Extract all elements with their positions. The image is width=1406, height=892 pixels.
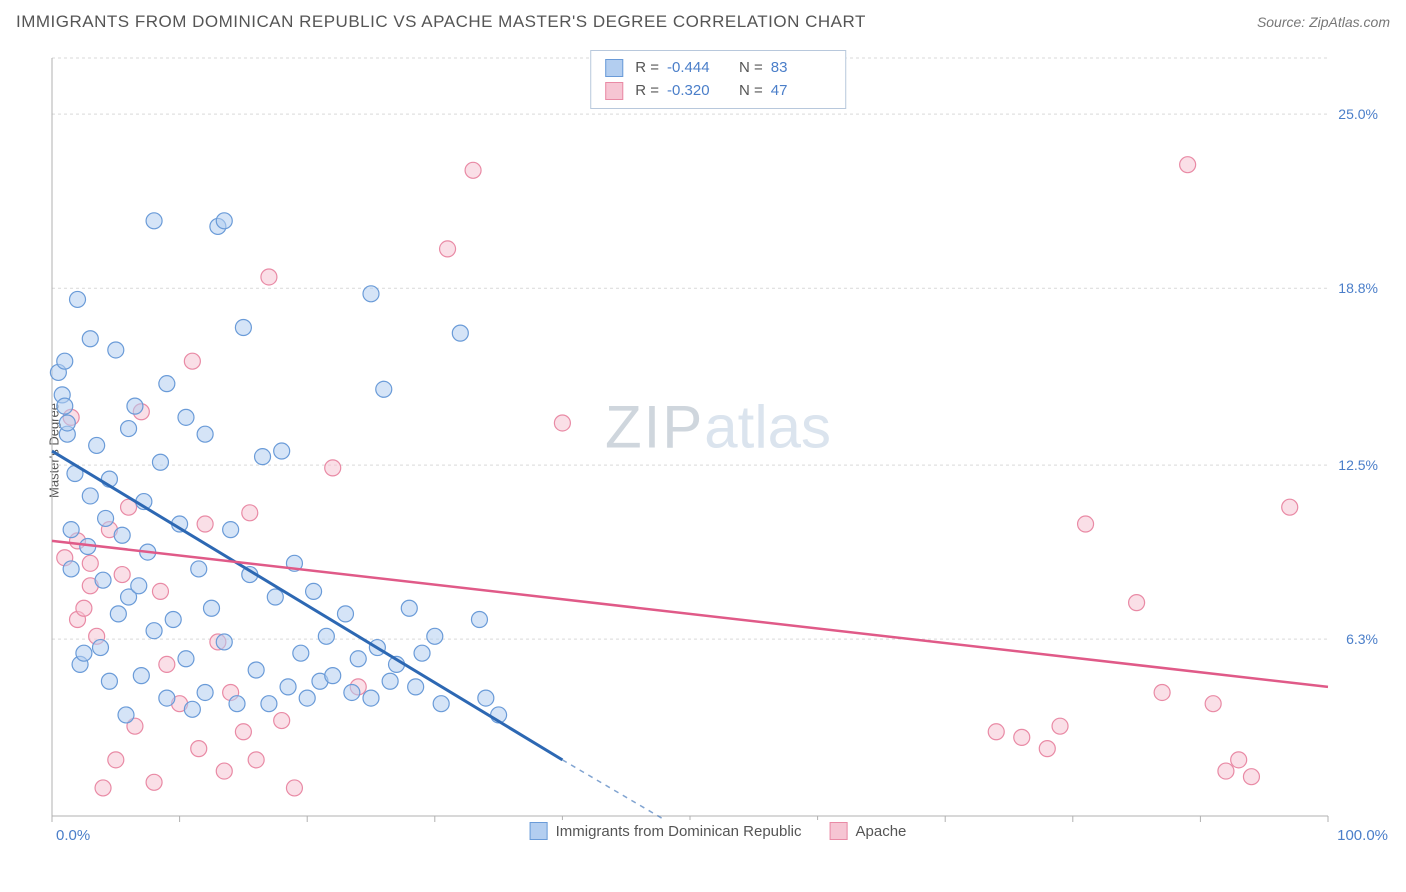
legend-label: Immigrants from Dominican Republic — [556, 823, 802, 840]
x-axis-max-label: 100.0% — [1337, 827, 1388, 844]
legend-label: Apache — [856, 823, 907, 840]
legend-row: R = -0.444 N = 83 — [605, 57, 831, 80]
legend-swatch — [530, 822, 548, 840]
series-legend: Immigrants from Dominican Republic Apache — [522, 820, 915, 842]
chart-source: Source: ZipAtlas.com — [1257, 14, 1390, 30]
legend-item: Immigrants from Dominican Republic — [530, 822, 802, 840]
legend-swatch — [605, 82, 623, 100]
n-value: 83 — [771, 57, 831, 80]
n-label: N = — [739, 80, 763, 103]
svg-text:6.3%: 6.3% — [1346, 631, 1378, 647]
r-value: -0.444 — [667, 57, 727, 80]
svg-text:12.5%: 12.5% — [1338, 457, 1378, 473]
chart-title: IMMIGRANTS FROM DOMINICAN REPUBLIC VS AP… — [16, 12, 866, 32]
x-axis-min-label: 0.0% — [56, 827, 90, 844]
r-label: R = — [635, 57, 659, 80]
legend-swatch — [830, 822, 848, 840]
legend-row: R = -0.320 N = 47 — [605, 80, 831, 103]
legend-swatch — [605, 59, 623, 77]
n-value: 47 — [771, 80, 831, 103]
chart-area: Master's Degree 6.3%12.5%18.8%25.0% ZIPa… — [48, 48, 1388, 838]
r-label: R = — [635, 80, 659, 103]
n-label: N = — [739, 57, 763, 80]
correlation-legend: R = -0.444 N = 83 R = -0.320 N = 47 — [590, 50, 846, 109]
svg-text:25.0%: 25.0% — [1338, 106, 1378, 122]
chart-header: IMMIGRANTS FROM DOMINICAN REPUBLIC VS AP… — [16, 12, 1390, 32]
legend-item: Apache — [830, 822, 907, 840]
svg-text:18.8%: 18.8% — [1338, 280, 1378, 296]
r-value: -0.320 — [667, 80, 727, 103]
scatter-plot: 6.3% 12.5% 18.8% 25.0% — [48, 48, 1388, 838]
